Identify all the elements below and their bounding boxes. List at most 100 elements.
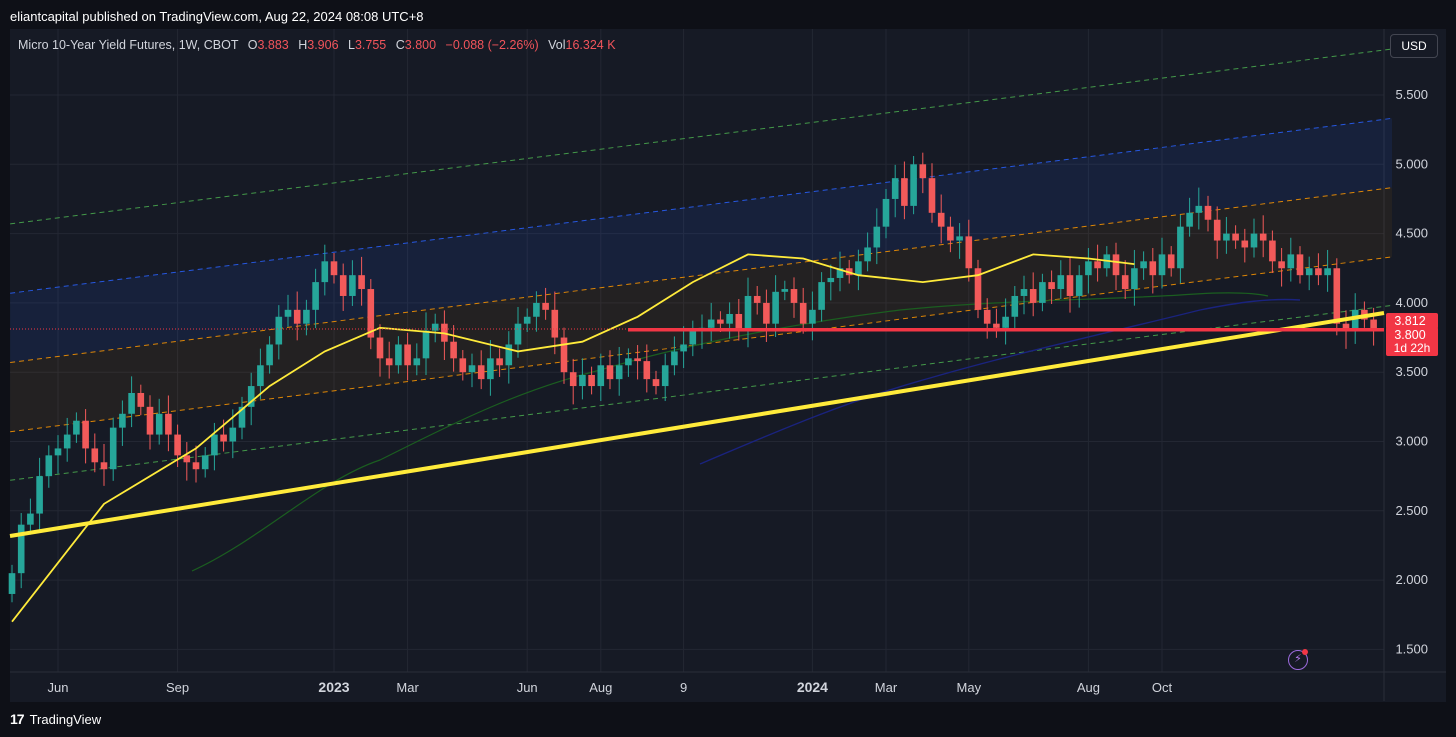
candle (155, 398, 163, 445)
channel-dashed-line (10, 117, 1393, 294)
candle (790, 277, 798, 318)
open-label: O (247, 38, 258, 52)
candle (1250, 218, 1258, 258)
candle (385, 341, 393, 379)
channel-dashed-line (10, 48, 1393, 225)
candle (1066, 256, 1074, 313)
candle (974, 259, 982, 319)
candle (523, 308, 531, 333)
time-tick-label: Jun (517, 680, 538, 695)
candle-body (257, 365, 264, 387)
ohlc-legend: Micro 10-Year Yield Futures, 1W, CBOT O 3… (18, 38, 616, 52)
brand-name: TradingView (29, 711, 102, 727)
candle-body (146, 406, 154, 435)
candle-body (395, 344, 402, 366)
candle (109, 417, 117, 481)
candle-body (781, 289, 789, 292)
candle (1158, 237, 1166, 289)
candle-body (1250, 233, 1258, 248)
candle-body (496, 358, 503, 366)
high-label: H (298, 38, 308, 52)
candle (376, 324, 384, 377)
candle (1223, 216, 1230, 254)
candle-body (91, 448, 99, 463)
candle (615, 346, 623, 396)
candle-body (726, 313, 733, 324)
candle-body (974, 268, 982, 310)
candle-body (220, 434, 227, 442)
candle (367, 279, 375, 350)
candle (27, 498, 34, 535)
candle-body (864, 247, 871, 262)
candle-body (100, 462, 108, 470)
candle (1039, 273, 1046, 312)
candle-body (1131, 268, 1138, 290)
time-tick-label: 2023 (318, 679, 349, 695)
candle (625, 348, 632, 377)
candle (422, 312, 430, 375)
candle-body (1324, 268, 1331, 276)
candle-body (689, 330, 697, 345)
candle-body (1370, 319, 1377, 331)
candle-body (45, 455, 53, 477)
candle (17, 513, 25, 589)
chart-panel[interactable] (10, 29, 1446, 702)
candle (404, 332, 411, 381)
candle-body (459, 358, 467, 373)
candle-body (993, 323, 1000, 328)
candle-body (891, 178, 899, 199)
candle-body (1075, 275, 1083, 296)
candle (818, 272, 825, 322)
candle-body (643, 361, 651, 380)
candle (266, 336, 273, 374)
candle-body (1029, 289, 1037, 303)
candle-body (284, 309, 292, 317)
candle-body (818, 282, 825, 310)
candle (73, 412, 80, 443)
candle (45, 445, 53, 488)
candle (358, 256, 365, 306)
time-tick-label: May (957, 680, 982, 695)
time-tick-label: Jun (48, 680, 69, 695)
time-tick-label: Oct (1152, 680, 1173, 695)
candle-body (229, 427, 237, 442)
channel-band (10, 187, 1392, 432)
candle-body (238, 406, 246, 428)
candle (321, 244, 329, 296)
candle (1324, 249, 1331, 292)
candles (8, 152, 1377, 603)
candle (661, 353, 669, 402)
candle (726, 302, 733, 339)
time-tick-label: Mar (875, 680, 898, 695)
candle (919, 152, 927, 194)
candle (560, 327, 568, 384)
candle-body (901, 178, 908, 206)
notification-dot (1302, 649, 1308, 655)
price-tag-high-bg (1386, 312, 1438, 329)
candle-body (376, 337, 384, 359)
candle (1167, 246, 1175, 277)
candle-body (1186, 212, 1193, 227)
candle-body (1232, 233, 1239, 241)
candle (450, 325, 457, 372)
ma-blue-line (699, 298, 1301, 465)
candle (459, 350, 467, 381)
candle-body (413, 358, 421, 366)
candle (1131, 249, 1138, 306)
candle-body (155, 413, 163, 435)
price-tick-label: 4.000 (1395, 295, 1428, 310)
symbol-title[interactable]: Micro 10-Year Yield Futures, 1W, CBOT (18, 38, 239, 52)
candle (956, 223, 963, 259)
candle-body (266, 344, 273, 366)
currency-button[interactable]: USD (1390, 34, 1438, 58)
candle-body (1121, 275, 1129, 290)
lightning-icon[interactable]: ⚡ (1288, 650, 1308, 670)
low-value: 3.755 (354, 38, 387, 52)
candle (1213, 206, 1221, 259)
time-tick-label: Aug (1077, 680, 1100, 695)
candle (1278, 248, 1285, 287)
candle (505, 331, 513, 384)
candle-body (827, 277, 835, 283)
candle (1011, 285, 1019, 329)
